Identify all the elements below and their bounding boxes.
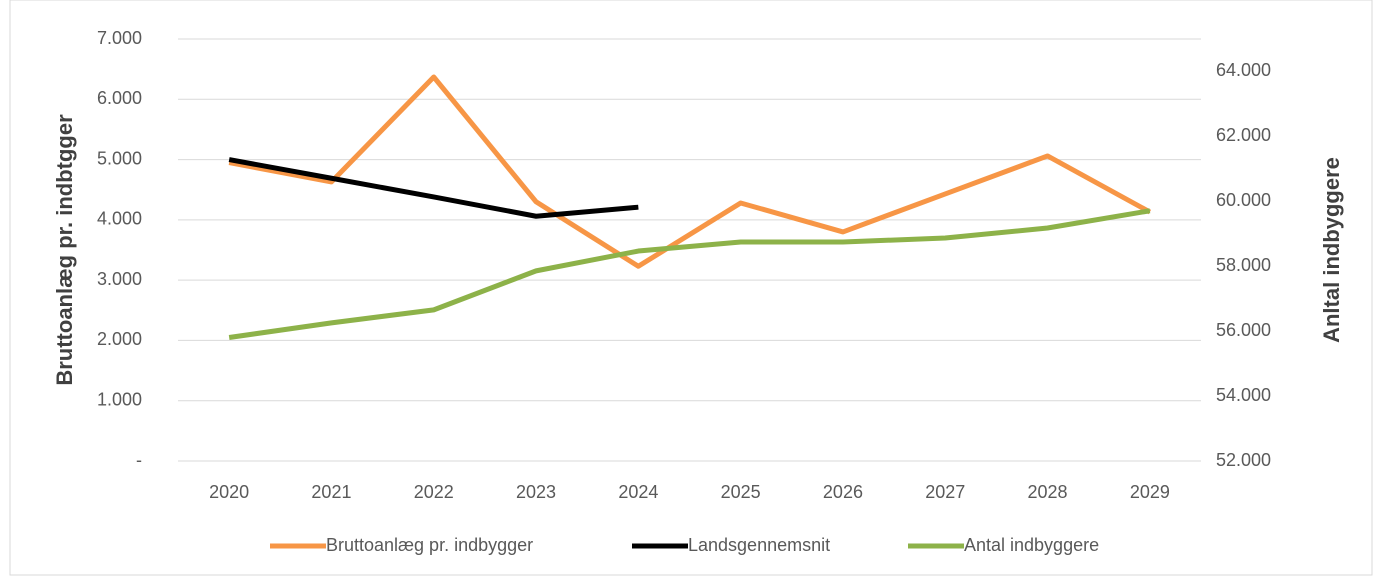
y-axis-title: Bruttoanlæg pr. indbtgger [52, 114, 77, 386]
legend-label: Bruttoanlæg pr. indbygger [326, 535, 533, 555]
x-tick-label: 2020 [209, 482, 249, 502]
x-tick-label: 2023 [516, 482, 556, 502]
y2-axis-title: Anltal indbyggere [1319, 157, 1344, 343]
y2-tick-label: 52.000 [1216, 450, 1271, 470]
y-tick-label: 6.000 [97, 88, 142, 108]
series-line [228, 208, 1151, 340]
y-tick-label: 2.000 [97, 329, 142, 349]
y2-tick-label: 62.000 [1216, 125, 1271, 145]
legend-label: Antal indbyggere [964, 535, 1099, 555]
y-tick-label: 3.000 [97, 269, 142, 289]
y-tick-label: 7.000 [97, 28, 142, 48]
series-line [228, 157, 639, 219]
x-tick-label: 2022 [414, 482, 454, 502]
chart-frame [9, 0, 1373, 576]
series-line [228, 74, 1152, 269]
legend-label: Landsgennemsnit [688, 535, 830, 555]
x-tick-label: 2025 [721, 482, 761, 502]
x-tick-label: 2024 [618, 482, 658, 502]
y2-tick-label: 60.000 [1216, 190, 1271, 210]
y-tick-label: 5.000 [97, 148, 142, 168]
x-tick-label: 2021 [311, 482, 351, 502]
x-tick-label: 2027 [925, 482, 965, 502]
y2-tick-label: 64.000 [1216, 60, 1271, 80]
x-tick-label: 2029 [1130, 482, 1170, 502]
y-tick-label: - [136, 450, 142, 470]
y-tick-label: 1.000 [97, 389, 142, 409]
y-tick-label: 4.000 [97, 209, 142, 229]
y2-tick-label: 58.000 [1216, 255, 1271, 275]
x-tick-label: 2026 [823, 482, 863, 502]
y2-tick-label: 54.000 [1216, 385, 1271, 405]
y2-tick-label: 56.000 [1216, 320, 1271, 340]
x-tick-label: 2028 [1028, 482, 1068, 502]
